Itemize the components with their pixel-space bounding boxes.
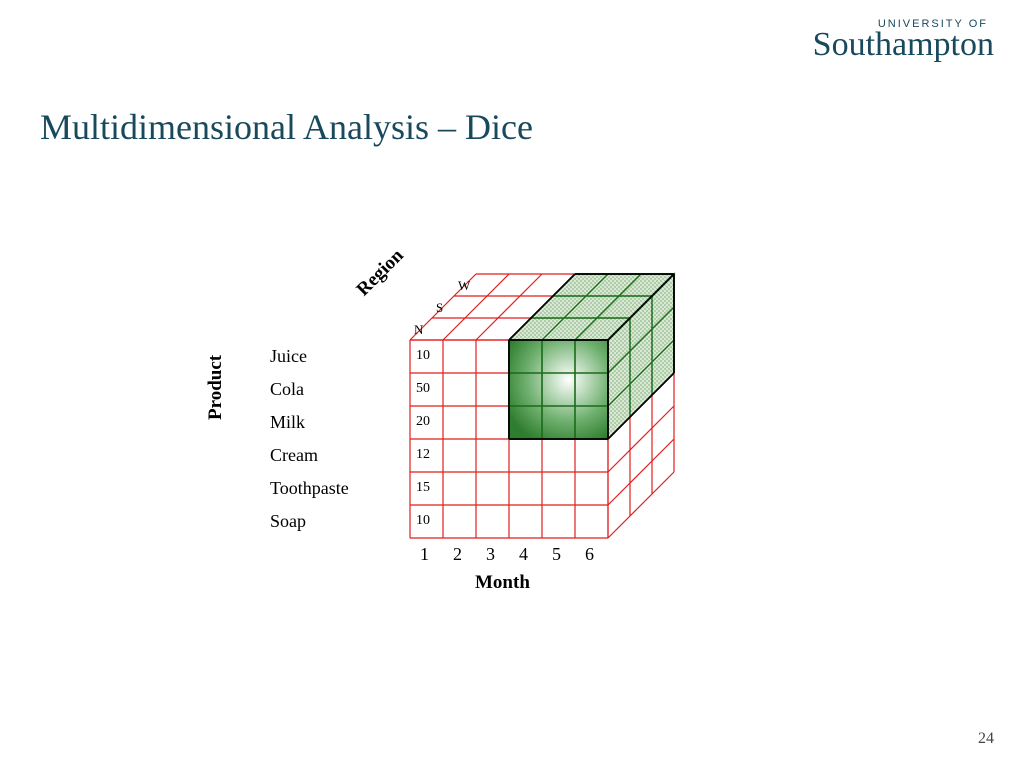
cell-value: 10 (416, 513, 430, 529)
cell-value: 20 (416, 414, 430, 430)
month-label: 1 (420, 544, 429, 565)
region-label: N (414, 322, 423, 338)
cube-diagram: Product Month Region JuiceColaMilkCreamT… (200, 220, 820, 640)
month-label: 3 (486, 544, 495, 565)
month-axis-label: Month (475, 572, 530, 594)
cell-value: 15 (416, 480, 430, 496)
product-axis-label: Product (205, 355, 227, 420)
product-label: Milk (270, 412, 390, 433)
month-label: 2 (453, 544, 462, 565)
month-label: 4 (519, 544, 528, 565)
month-label: 5 (552, 544, 561, 565)
cell-value: 12 (416, 447, 430, 463)
region-label: W (458, 278, 470, 294)
region-label: S (436, 300, 443, 316)
university-logo: UNIVERSITY OF Southampton (813, 18, 994, 64)
month-label: 6 (585, 544, 594, 565)
logo-main-text: Southampton (813, 26, 994, 64)
product-label: Cola (270, 379, 390, 400)
page-number: 24 (978, 730, 994, 748)
cell-value: 10 (416, 348, 430, 364)
product-label: Soap (270, 511, 390, 532)
product-label: Juice (270, 346, 390, 367)
product-label: Cream (270, 445, 390, 466)
cell-value: 50 (416, 381, 430, 397)
slide-title: Multidimensional Analysis – Dice (40, 106, 533, 148)
product-label: Toothpaste (270, 478, 390, 499)
